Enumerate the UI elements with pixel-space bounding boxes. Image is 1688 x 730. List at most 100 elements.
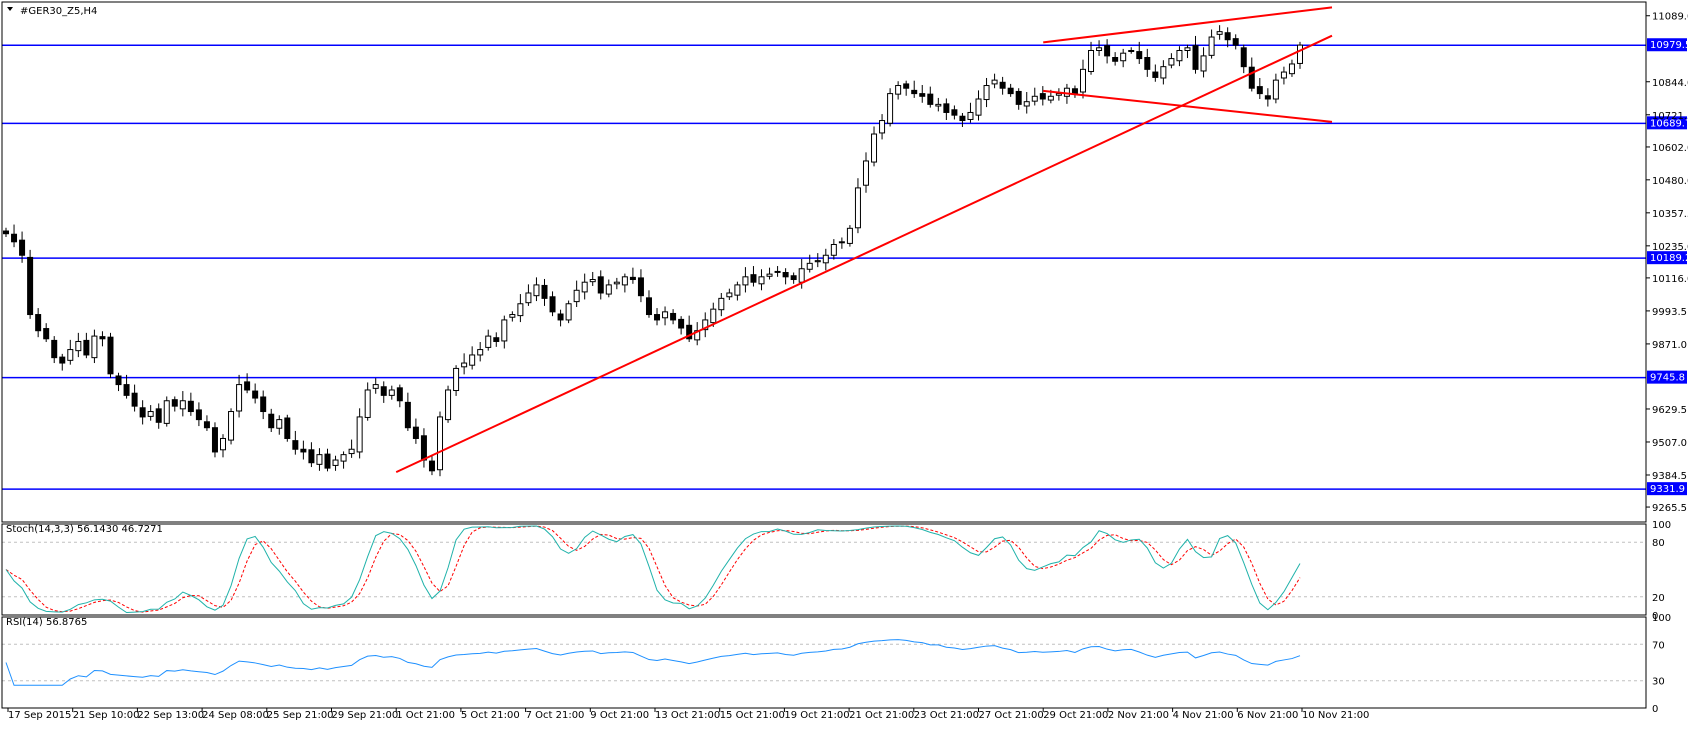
candle-body (790, 275, 797, 281)
candle-body (613, 281, 620, 285)
candle-body (91, 335, 98, 359)
candle-body (1288, 63, 1295, 75)
candle-body (806, 262, 813, 270)
price-tick-label: 11089.0 (1652, 12, 1688, 23)
time-tick-label: 21 Oct 21:00 (849, 710, 914, 721)
candle-body (276, 419, 283, 429)
level-price-badge (1647, 116, 1687, 130)
time-tick-label: 4 Nov 21:00 (1173, 710, 1234, 721)
trendline[interactable] (395, 34, 1333, 474)
candle-body (1256, 86, 1263, 95)
candle-body (1047, 95, 1054, 101)
time-tick-label: 15 Oct 21:00 (720, 710, 785, 721)
candle-body (1176, 49, 1183, 62)
candle-body (195, 409, 202, 421)
candle-body (838, 241, 845, 244)
candle-body (1160, 66, 1167, 79)
candle-body (951, 109, 958, 116)
candle-body (445, 389, 452, 421)
candle-body (830, 243, 837, 256)
candle-body (1280, 71, 1287, 79)
candle-body (316, 454, 323, 465)
time-tick-label: 19 Oct 21:00 (784, 710, 849, 721)
candle-body (1007, 87, 1014, 95)
candle-body (412, 426, 419, 439)
candle-body (3, 230, 9, 235)
price-tick-label: 9384.5 (1652, 471, 1687, 482)
time-tick-label: 29 Oct 21:00 (1043, 710, 1108, 721)
candle-body (1297, 44, 1303, 64)
price-tick-label: 9507.0 (1652, 438, 1687, 449)
price-tick-label: 9993.5 (1652, 307, 1687, 318)
candle-body (123, 384, 130, 396)
candle-body (1184, 47, 1191, 51)
candle-body (388, 389, 395, 396)
symbol-title: #GER30_Z5,H4 (20, 6, 97, 17)
candle-body (461, 362, 468, 368)
stoch-main-line (5, 525, 1301, 614)
time-tick-label: 25 Sep 21:00 (267, 710, 334, 721)
stoch-scale-label: 100 (1652, 520, 1671, 531)
candle-body (187, 400, 194, 413)
candle-body (67, 349, 74, 361)
candle-body (300, 448, 307, 453)
price-tick-label: 10480.0 (1652, 176, 1688, 187)
candle-body (581, 281, 588, 293)
rsi-indicator-title: RSI(14) 56.8765 (6, 617, 87, 628)
candle-body (991, 79, 998, 85)
candle-body (107, 336, 114, 375)
candle-body (774, 270, 781, 273)
time-tick-label: 23 Oct 21:00 (914, 710, 979, 721)
candle-body (179, 400, 186, 410)
candle-body (324, 453, 331, 469)
candle-body (396, 387, 403, 402)
candle-body (1168, 58, 1175, 66)
subwindow-frame (1, 1, 1647, 523)
candle-body (814, 260, 821, 263)
candle-body (734, 284, 741, 296)
candle-body (420, 435, 427, 461)
candle-body (742, 276, 749, 286)
candle-body (525, 292, 532, 304)
level-price-label: 9745.8 (1650, 373, 1685, 384)
candle-body (268, 413, 275, 429)
stoch-indicator-title: Stoch(14,3,3) 56.1430 46.7271 (6, 524, 163, 535)
candle-body (637, 277, 644, 297)
candle-body (356, 416, 363, 453)
candle-body (678, 318, 685, 329)
candle-body (372, 384, 379, 389)
time-tick-label: 24 Sep 08:00 (202, 710, 269, 721)
level-price-label: 10979.5 (1650, 40, 1688, 51)
candle-body (686, 324, 693, 340)
price-tick-label: 10357.5 (1652, 209, 1688, 220)
candle-body (211, 427, 218, 453)
candle-body (139, 407, 146, 418)
rsi-level-label: 70 (1652, 640, 1665, 651)
candle-body (340, 454, 347, 462)
candle-body (822, 254, 829, 264)
candle-body (565, 303, 572, 321)
candle-body (670, 312, 677, 321)
candle-body (887, 93, 894, 124)
candle-body (798, 268, 805, 283)
trendline[interactable] (1043, 6, 1333, 44)
time-tick-label: 6 Nov 21:00 (1237, 710, 1298, 721)
time-tick-label: 7 Oct 21:00 (526, 710, 585, 721)
candle-body (1200, 55, 1207, 72)
level-price-label: 10189.2 (1650, 253, 1688, 264)
candle-body (975, 98, 982, 116)
price-tick-label: 10235.0 (1652, 242, 1688, 253)
candle-body (629, 276, 636, 281)
candle-body (597, 276, 604, 294)
candle-body (959, 115, 966, 122)
candle-body (228, 411, 235, 441)
candle-body (1088, 49, 1095, 73)
candle-body (1031, 95, 1038, 102)
dropdown-arrow-icon[interactable] (7, 7, 13, 11)
candle-body (501, 319, 508, 342)
trendline[interactable] (1043, 89, 1333, 123)
time-tick-label: 27 Oct 21:00 (979, 710, 1044, 721)
candle-body (654, 314, 661, 321)
